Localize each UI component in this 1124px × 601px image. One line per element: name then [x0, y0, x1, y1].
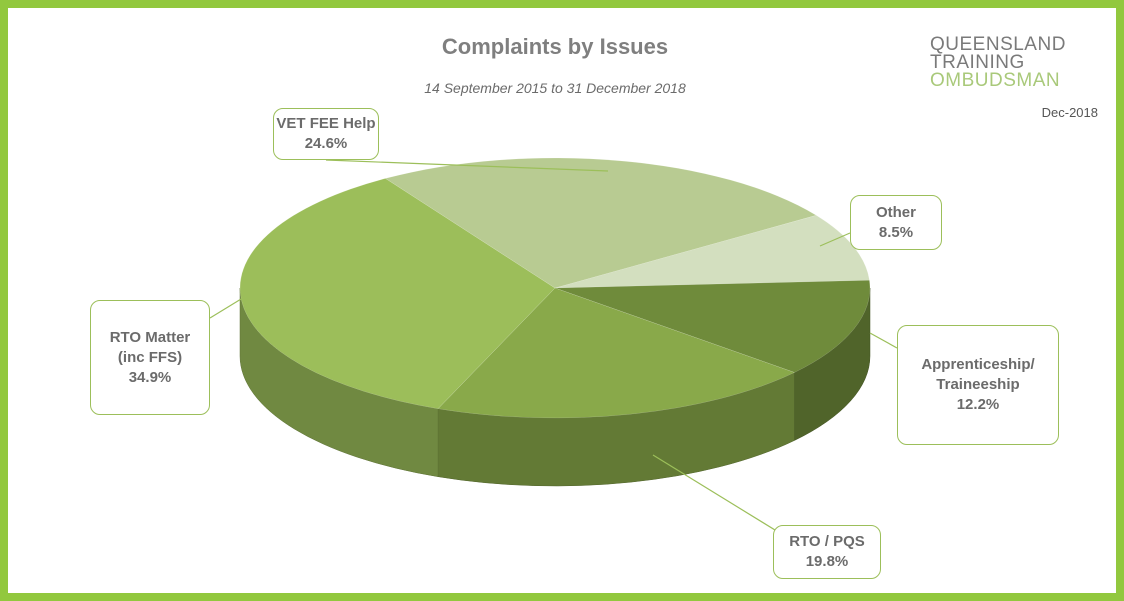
slice-label: RTO Matter (inc FFS) 34.9% — [90, 300, 210, 415]
leader-line — [819, 232, 851, 247]
slice — [437, 287, 796, 419]
slice — [239, 178, 556, 409]
chart-title: Complaints by Issues — [442, 34, 668, 59]
slice — [384, 157, 817, 289]
category-label: VET FEE Help — [276, 115, 376, 132]
logo-line: OMBUDSMAN — [930, 70, 1060, 91]
value-label: 34.9% — [128, 368, 172, 386]
chart: Complaints by Issues 14 September 2015 t… — [209, 34, 1098, 539]
logo-line: TRAINING — [930, 52, 1025, 73]
category-label: Other — [875, 203, 916, 221]
chart-frame: Complaints by Issues 14 September 2015 t… — [8, 8, 1116, 593]
leader-line — [325, 159, 609, 172]
slice-label: Apprenticeship/ Traineeship 12.2% — [897, 325, 1059, 445]
category-label: Apprenticeship/ Traineeship — [921, 356, 1035, 393]
category-label: RTO Matter (inc FFS) — [109, 328, 191, 366]
chart-subtitle: 14 September 2015 to 31 December 2018 — [424, 80, 686, 96]
value-label: 19.8% — [805, 553, 849, 570]
slice-label: Other 8.5% — [850, 195, 942, 250]
slice-label: VET FEE Help 24.6% — [273, 108, 379, 160]
logo-line: QUEENSLAND — [930, 34, 1066, 55]
slice-label: RTO / PQS 19.8% — [773, 525, 881, 579]
leader-line — [869, 332, 898, 349]
value-label: 24.6% — [304, 135, 348, 152]
date-label: Dec-2018 — [1042, 105, 1098, 120]
slice — [554, 280, 871, 373]
leader-line — [209, 295, 247, 319]
value-label: 12.2% — [956, 396, 1000, 413]
value-label: 8.5% — [878, 223, 914, 241]
leader-line — [652, 454, 789, 539]
category-label: RTO / PQS — [789, 533, 865, 550]
